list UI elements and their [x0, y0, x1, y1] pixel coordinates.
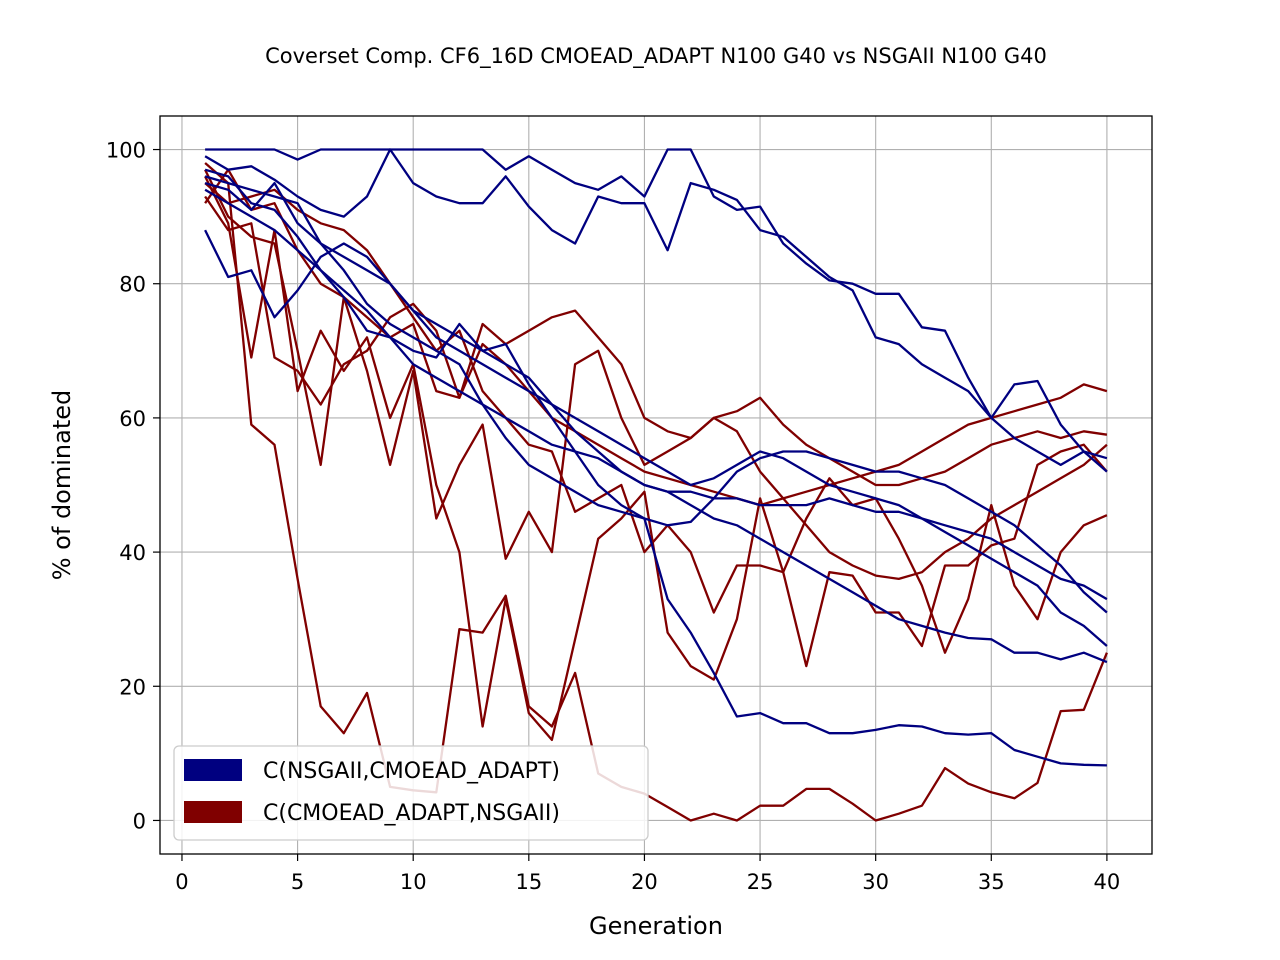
x-tick-label: 35	[978, 870, 1005, 894]
x-tick-label: 0	[175, 870, 188, 894]
series-line	[204, 168, 1108, 507]
y-axis-label: % of dominated	[48, 390, 76, 581]
x-tick-label: 20	[631, 870, 658, 894]
legend-box	[173, 745, 649, 841]
series-line	[204, 162, 1108, 822]
series-line	[204, 229, 1108, 647]
series-line	[204, 181, 1108, 614]
x-tick-label: 40	[1094, 870, 1121, 894]
chart-title: Coverset Comp. CF6_16D CMOEAD_ADAPT N100…	[265, 44, 1047, 69]
legend-label-nsgaii: C(NSGAII,CMOEAD_ADAPT)	[263, 759, 560, 784]
y-tick-label: 60	[119, 407, 146, 431]
x-tick-label: 30	[862, 870, 889, 894]
series-line	[205, 148, 1108, 460]
x-tick-label: 10	[400, 870, 427, 894]
legend-swatch-nsgaii	[184, 759, 242, 781]
y-tick-label: 40	[119, 541, 146, 565]
y-tick-label: 20	[119, 675, 146, 699]
series-line	[204, 168, 1107, 767]
series-line	[204, 182, 1108, 668]
x-tick-label: 25	[747, 870, 774, 894]
grid	[160, 116, 1152, 854]
y-tick-label: 100	[106, 139, 146, 163]
series-line	[204, 169, 1108, 581]
legend-swatch-cmoead	[184, 801, 242, 823]
series-line	[204, 148, 1108, 473]
axis-ticks: 0 5 10 15 20 25 30 35 40 0 20 40 60 80 100	[106, 139, 1120, 894]
y-tick-label: 0	[133, 809, 146, 833]
series-line	[204, 188, 1108, 601]
legend: C(NSGAII,CMOEAD_ADAPT) C(CMOEAD_ADAPT,NS…	[173, 745, 649, 841]
plot-frame	[159, 115, 1153, 855]
x-tick-label: 15	[515, 870, 542, 894]
series-line	[204, 195, 1108, 487]
x-axis-label: Generation	[589, 912, 723, 940]
x-tick-label: 5	[291, 870, 304, 894]
y-tick-label: 80	[119, 273, 146, 297]
legend-label-cmoead: C(CMOEAD_ADAPT,NSGAII)	[263, 801, 560, 826]
series-lines	[204, 148, 1108, 822]
